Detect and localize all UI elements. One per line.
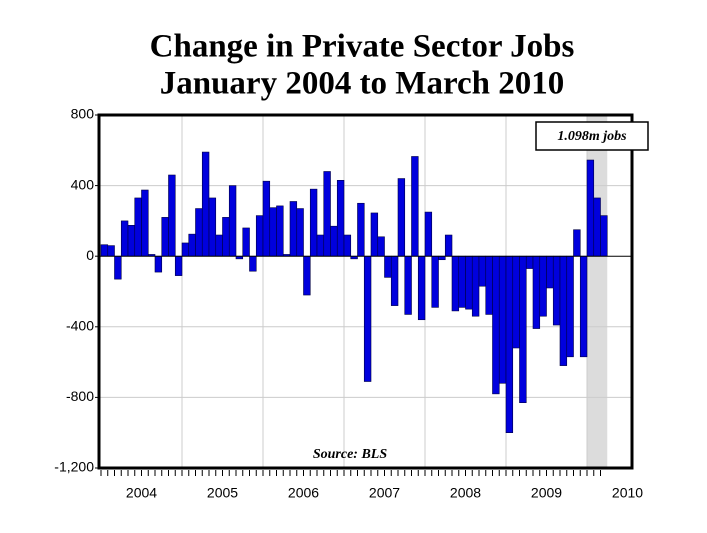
bar xyxy=(100,244,109,257)
bar xyxy=(559,255,568,366)
bar xyxy=(532,255,541,329)
bar xyxy=(208,197,217,257)
bar xyxy=(188,233,196,257)
bar xyxy=(141,189,149,257)
bar xyxy=(478,255,487,287)
bar xyxy=(120,220,129,257)
bar xyxy=(343,234,352,257)
bar xyxy=(309,188,318,257)
plot-frame xyxy=(97,113,634,470)
x-tick-label: 2009 xyxy=(531,485,562,501)
bar xyxy=(336,180,345,257)
bar xyxy=(417,255,426,321)
bar xyxy=(525,255,534,269)
bar xyxy=(134,197,142,257)
bar xyxy=(276,205,284,257)
bar xyxy=(492,255,500,395)
bar xyxy=(451,255,460,312)
bar xyxy=(404,255,412,315)
y-tick-label: -800 xyxy=(66,388,94,404)
bar xyxy=(471,255,480,317)
bar xyxy=(357,202,365,257)
bar xyxy=(269,207,277,257)
bar xyxy=(579,255,588,358)
bar xyxy=(330,225,338,257)
bar xyxy=(485,255,493,315)
y-tick-label: 0 xyxy=(86,247,94,263)
bar xyxy=(303,255,311,296)
bar xyxy=(249,255,257,272)
chart-title: January 2004 to March 2010 xyxy=(160,66,565,102)
bar xyxy=(370,212,379,257)
bar xyxy=(444,234,453,257)
y-tick-label: -1,200 xyxy=(54,459,94,475)
bar xyxy=(316,234,325,257)
bar xyxy=(552,255,561,326)
bar xyxy=(424,211,433,257)
annotation-box xyxy=(535,121,649,151)
bar xyxy=(390,255,399,306)
bar xyxy=(498,255,507,384)
x-tick-label: 2005 xyxy=(207,485,238,501)
bar xyxy=(262,180,271,257)
bar xyxy=(512,255,520,349)
source: Source: BLS xyxy=(313,447,388,462)
y-tick-label: 400 xyxy=(71,176,95,192)
bar xyxy=(161,217,169,257)
bar xyxy=(181,242,190,257)
bar xyxy=(397,178,406,257)
bar xyxy=(600,215,608,257)
x-tick-label: 2010 xyxy=(612,485,643,501)
bar xyxy=(242,227,250,257)
bar xyxy=(107,245,115,257)
bar xyxy=(363,255,372,382)
bar xyxy=(458,255,466,308)
bar xyxy=(228,185,237,257)
bar xyxy=(546,255,554,289)
bar xyxy=(127,225,136,257)
bar xyxy=(195,208,203,257)
chart-title: Change in Private Sector Jobs xyxy=(150,29,575,65)
bar xyxy=(593,197,601,257)
x-tick-label: 2007 xyxy=(369,485,400,501)
bar xyxy=(465,255,473,310)
bar xyxy=(222,217,230,257)
y-tick-label: 800 xyxy=(71,106,95,122)
bar xyxy=(323,171,331,257)
bar xyxy=(539,255,547,317)
bar xyxy=(573,229,581,257)
bar xyxy=(255,215,264,257)
bar xyxy=(586,159,595,257)
bar xyxy=(215,234,223,257)
bar xyxy=(289,201,298,257)
bar xyxy=(168,174,176,257)
bar xyxy=(411,156,419,257)
bar xyxy=(154,255,163,273)
y-tick-label: -400 xyxy=(66,318,94,334)
bar xyxy=(296,208,304,257)
bar xyxy=(505,255,514,434)
bar xyxy=(566,255,574,358)
bar xyxy=(377,236,385,257)
bar xyxy=(201,151,210,257)
bar xyxy=(174,255,183,276)
x-tick-label: 2006 xyxy=(288,485,319,501)
bar xyxy=(519,255,527,403)
bar xyxy=(384,255,392,278)
bar xyxy=(431,255,439,308)
annotation: 1.098m jobs xyxy=(557,129,627,144)
bar xyxy=(114,255,122,280)
x-tick-label: 2008 xyxy=(450,485,481,501)
x-tick-label: 2004 xyxy=(126,485,157,501)
bar xyxy=(438,255,446,261)
